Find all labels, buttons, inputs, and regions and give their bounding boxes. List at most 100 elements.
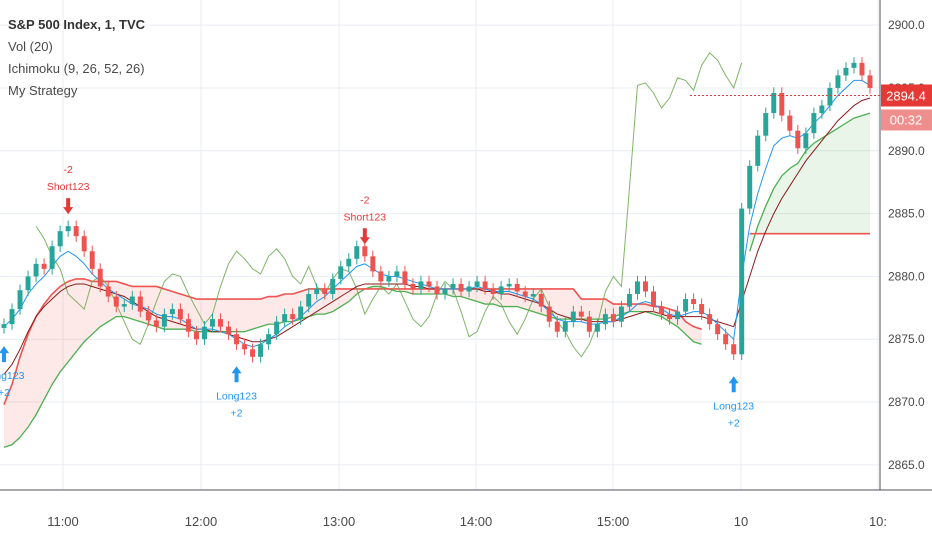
candle-body [201, 326, 207, 340]
x-tick-label: 14:00 [460, 514, 493, 529]
candle-body [739, 208, 745, 355]
candle-body [89, 251, 95, 269]
candle-body [634, 281, 640, 294]
legend-symbol[interactable]: S&P 500 Index, 1, TVC [8, 17, 146, 32]
candle-body [41, 263, 47, 269]
candle-body [819, 105, 825, 114]
short-arrow [63, 198, 74, 215]
x-tick-label: 11:00 [47, 514, 79, 529]
candle-body [330, 278, 336, 294]
legend-volume[interactable]: Vol (20) [8, 39, 53, 54]
short-signal-qty: -2 [63, 164, 72, 176]
candle-body [161, 314, 167, 327]
candle-body [699, 304, 705, 315]
candle-body [426, 281, 432, 287]
candle-body [530, 294, 536, 297]
short-arrow [359, 228, 370, 245]
candle-body [570, 311, 576, 322]
candle-body [554, 321, 560, 332]
countdown-label: 00:32 [890, 112, 923, 127]
legend-strategy[interactable]: My Strategy [8, 83, 78, 98]
candle-body [386, 276, 392, 282]
candle-body [763, 113, 769, 136]
cloud-area [757, 113, 870, 234]
candle-body [234, 334, 240, 345]
candle-body [266, 334, 272, 345]
candle-body [843, 67, 849, 76]
cloud-area [4, 278, 365, 448]
y-tick-label: 2875.0 [888, 332, 925, 346]
candle-body [346, 258, 352, 267]
legend: S&P 500 Index, 1, TVC Vol (20) Ichimoku … [8, 14, 145, 102]
candle-body [298, 306, 304, 320]
candle-body [410, 283, 416, 289]
candle-body [859, 62, 865, 76]
strategy-signals: Long123 +2 Short123 -2 Long123 +2 Short123 -2 Lo… [0, 164, 754, 429]
candle-body [121, 304, 127, 307]
candle-body [113, 296, 119, 307]
candle-body [258, 344, 264, 357]
candle-body [651, 291, 656, 307]
candle-body [434, 286, 440, 294]
long-signal-qty: +2 [0, 387, 10, 399]
candle-body [129, 296, 135, 305]
candle-body [723, 334, 729, 345]
chikou-line [35, 51, 743, 358]
y-tick-label: 2885.0 [888, 207, 925, 221]
candle-body [538, 294, 544, 307]
candle-body [418, 281, 424, 289]
x-tick-label: 10: [869, 514, 887, 529]
candle-body [370, 256, 376, 272]
long-signal-name: Long123 [216, 390, 257, 402]
long-arrow [231, 366, 242, 383]
candle-body [322, 288, 328, 294]
candle-body [153, 320, 159, 327]
candle-body [65, 226, 71, 232]
candle-body [779, 92, 785, 116]
candle-body [354, 246, 360, 259]
candle-body [209, 319, 215, 327]
short-signal-name: Short123 [344, 211, 387, 223]
candle-body [177, 309, 183, 320]
x-tick-label: 13:00 [323, 514, 356, 529]
candle-body [193, 331, 199, 340]
candle-body [81, 236, 87, 252]
candle-body [803, 133, 809, 149]
long-arrow [0, 346, 9, 363]
candle-body [185, 319, 191, 332]
candle-body [490, 288, 496, 294]
candle-body [169, 309, 175, 315]
candle-body [378, 271, 384, 282]
candle-body [57, 231, 63, 247]
candle-body [827, 87, 833, 106]
candle-body [626, 294, 632, 307]
candle-body [795, 130, 801, 149]
y-tick-label: 2900.0 [888, 18, 925, 32]
candle-body [683, 299, 689, 312]
short-signal-name: Short123 [47, 181, 90, 193]
candle-body [715, 324, 721, 335]
candle-body [306, 294, 312, 307]
candle-body [618, 306, 624, 322]
candle-body [578, 311, 584, 317]
candle-body [242, 344, 248, 350]
candles [1, 57, 873, 363]
candle-body [602, 314, 608, 325]
candle-body [642, 281, 648, 292]
candle-body [17, 290, 23, 310]
candle-body [811, 113, 817, 134]
long-signal-qty: +2 [231, 407, 243, 419]
legend-ichimoku[interactable]: Ichimoku (9, 26, 52, 26) [8, 61, 145, 76]
y-tick-label: 2890.0 [888, 144, 925, 158]
candle-body [610, 314, 616, 322]
candle-body [226, 326, 232, 335]
candle-body [362, 246, 368, 257]
candle-body [9, 309, 15, 325]
candle-body [466, 286, 472, 292]
candle-body [105, 286, 111, 297]
price-labels: 2894.4 00:32 [690, 84, 932, 131]
y-tick-label: 2880.0 [888, 269, 925, 283]
candle-body [1, 324, 7, 328]
candle-body [755, 135, 761, 166]
